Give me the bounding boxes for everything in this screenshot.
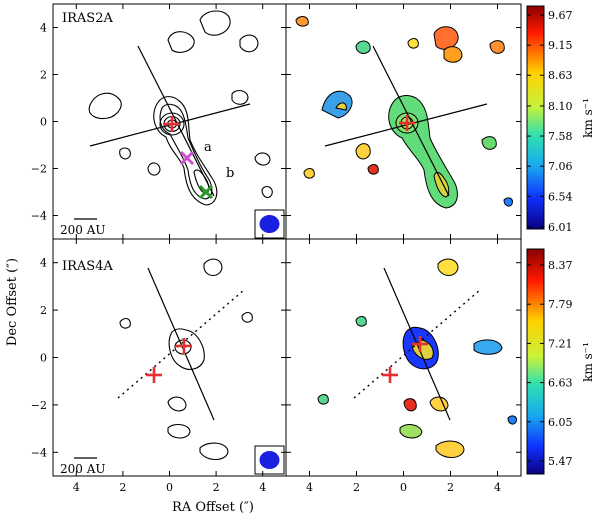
scale-bar-label: 200 AU [60,462,106,476]
contours-iras2a [88,10,273,206]
colorbar-tick-label: 9.15 [548,39,573,52]
beam-top [254,209,285,239]
source-cross-marker-b [198,184,214,200]
y-tick-label: −4 [31,446,47,459]
colorbar-bottom: 8.37 7.79 7.21 6.63 6.05 5.47 km s⁻¹ [526,248,595,475]
colorbar-tick-label: 7.06 [548,160,573,173]
colorbar-tick-label: 7.79 [548,298,573,311]
y-tick-label: 4 [40,22,47,35]
y-tick-label: −4 [31,210,47,223]
velocity-map-iras2a [295,16,513,209]
scale-bar-label: 200 AU [60,223,106,237]
y-tick-label: −2 [31,163,47,176]
axis-lines-iras4a [117,267,245,421]
colorbar-unit: km s⁻¹ [581,98,595,138]
source-markers-iras4a-velocity [382,336,428,383]
panel-bottom-left [52,238,287,477]
colorbar-tick-label: 9.67 [548,9,573,22]
colorbar-tick-label: 7.58 [548,130,573,143]
y-tick-label: 0 [40,116,47,129]
axis-ticks: 4 2 0 −2 −4 4 2 0 2 4 4 2 0 −2 −4 4 2 0 2 4 [31,4,521,494]
x-tick-label: 0 [400,481,407,494]
source-plus-marker [164,116,180,132]
x-tick-label: 2 [119,481,126,494]
colorbar-top: 9.67 9.15 8.63 8.10 7.58 7.06 6.54 6.01 km s⁻¹ [526,5,595,234]
x-tick-label: 4 [259,481,266,494]
panel-top-left [52,3,287,240]
colorbar-tick-label: 8.10 [548,100,573,113]
source-markers-iras4a [146,338,192,383]
x-tick-label: 4 [73,481,80,494]
x-tick-label: 4 [306,481,313,494]
source-plus-marker [382,367,398,383]
colorbar-tick-label: 6.01 [548,221,573,234]
y-tick-label: 2 [40,69,47,82]
x-axis-title: RA Offset (″) [172,500,254,515]
colorbar-tick-label: 6.63 [548,377,573,390]
y-tick-label: 0 [40,352,47,365]
colorbar-unit: km s⁻¹ [581,342,595,382]
scale-bar-top: 200 AU [60,218,106,237]
velocity-map-iras4a [317,258,517,458]
source-plus-marker [412,336,428,352]
source-plus-marker [176,338,192,354]
source-markers-iras2a: a b [164,116,234,200]
source-plus-marker [399,115,415,131]
colorbar-tick-label: 8.63 [548,69,573,82]
y-axis-title: Dec Offset (″) [5,258,20,346]
colorbar-tick-label: 5.47 [548,455,573,468]
beam-bottom [254,445,285,475]
colorbar-tick-label: 6.54 [548,190,573,203]
y-tick-label: −2 [31,399,47,412]
y-tick-label: 4 [40,257,47,270]
x-tick-label: 0 [166,481,173,494]
label-a: a [204,140,212,155]
panel-label-iras4a: IRAS4A [62,259,113,274]
colorbar-tick-label: 8.37 [548,259,573,272]
colorbar-tick-label: 7.21 [548,337,573,350]
panel-bottom-right [285,238,522,477]
x-tick-label: 2 [213,481,220,494]
x-tick-label: 2 [353,481,360,494]
colorbar-tick-label: 6.05 [548,416,573,429]
panel-label-iras2a: IRAS2A [62,11,113,26]
contours-iras4a [119,258,253,461]
x-tick-label: 2 [447,481,454,494]
y-tick-label: 2 [40,304,47,317]
source-plus-marker [146,367,162,383]
label-b: b [226,166,234,181]
x-tick-label: 4 [494,481,501,494]
source-cross-marker-a [179,150,195,166]
scale-bar-bottom: 200 AU [60,457,106,476]
